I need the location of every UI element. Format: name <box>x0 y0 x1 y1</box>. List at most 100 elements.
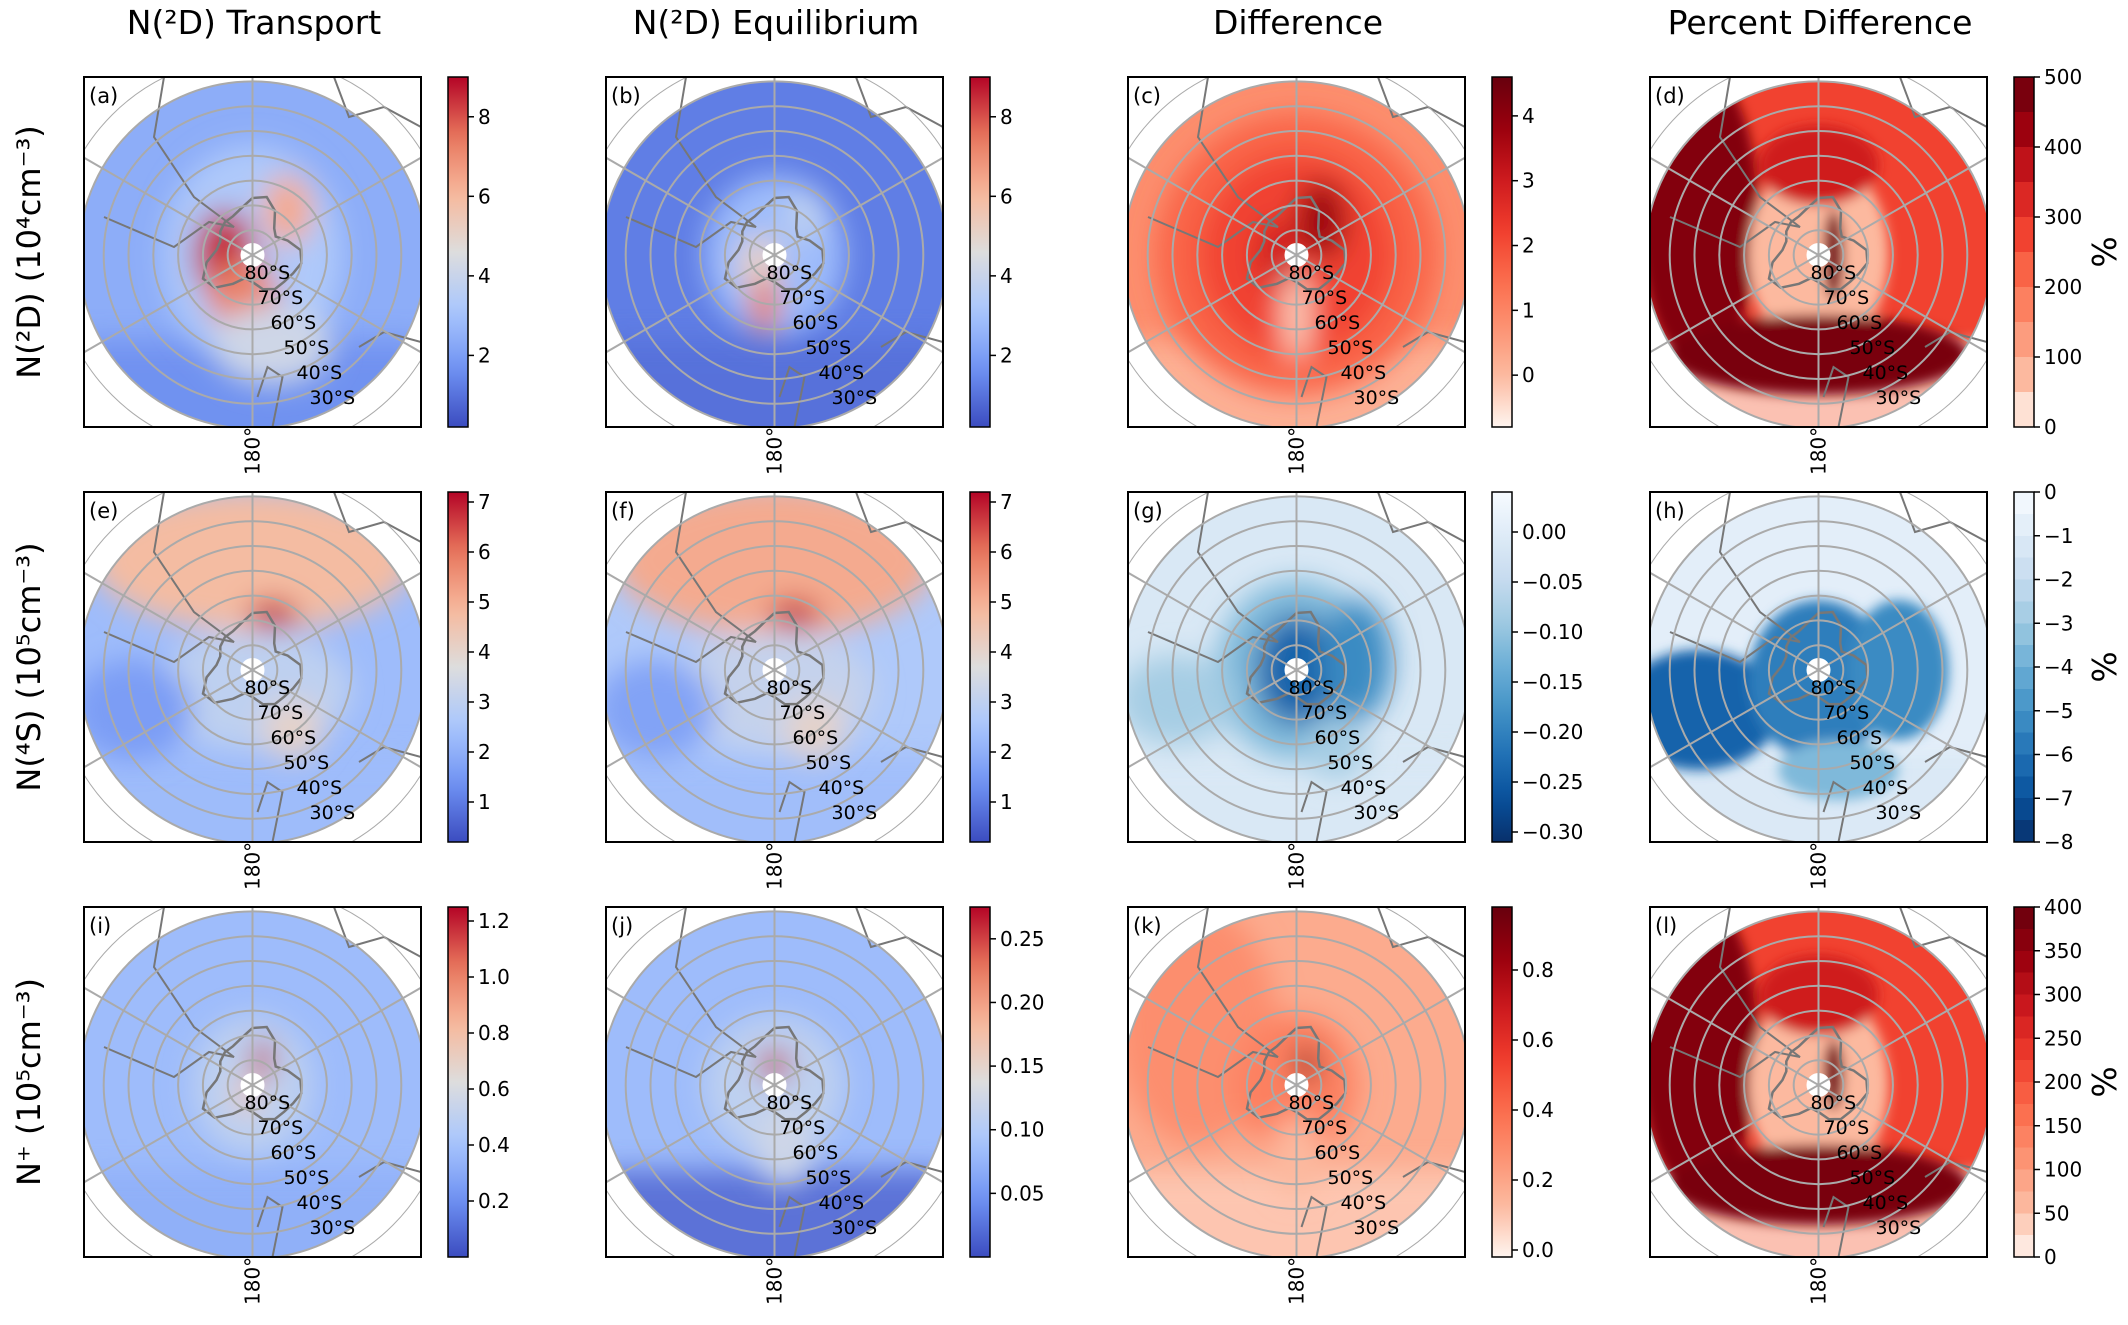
latitude-label: 70°S <box>1302 287 1348 309</box>
map-panel-j: 80°S 70°S 60°S 50°S 40°S 30°S (j) 180° 0.05 0.10 0… <box>605 906 1045 1305</box>
colorbar-tick-label: −5 <box>2044 699 2073 723</box>
field-feature <box>606 660 715 760</box>
south-america-coastline <box>103 907 235 1079</box>
colorbar-tick-label: 0.00 <box>1522 520 1567 544</box>
colorbar-tick-label: 0 <box>2044 415 2057 439</box>
latitude-label: 60°S <box>793 1142 839 1164</box>
latitude-label: 70°S <box>780 287 826 309</box>
latitude-label: 50°S <box>806 1167 852 1189</box>
colorbar-tick-label: 0.4 <box>1522 1098 1554 1122</box>
panel-label: (i) <box>89 914 111 938</box>
longitude-gridline <box>1650 986 1987 1184</box>
longitude-gridline <box>84 571 421 769</box>
longitude-gridline <box>84 986 421 1184</box>
latitude-label: 60°S <box>1315 727 1361 749</box>
latitude-label: 80°S <box>1289 1092 1335 1114</box>
colorbar-tick-label: 300 <box>2044 205 2082 229</box>
colorbar-tick-label: 0.2 <box>1522 1168 1554 1192</box>
south-america-coastline <box>103 492 235 664</box>
latitude-label: 70°S <box>1302 1117 1348 1139</box>
colorbar-tick-label: 6 <box>478 540 491 564</box>
field-feature <box>1823 1040 1844 1110</box>
latitude-label: 60°S <box>1837 1142 1883 1164</box>
longitude-gridline <box>606 571 943 769</box>
south-america-coastline <box>625 77 757 249</box>
colorbar-tick-label: 1.2 <box>478 909 510 933</box>
longitude-gridline <box>84 156 421 354</box>
latitude-label: 40°S <box>819 777 865 799</box>
map-area: 80°S 70°S 60°S 50°S 40°S 30°S <box>84 77 421 427</box>
map-area: 80°S 70°S 60°S 50°S 40°S 30°S <box>84 907 421 1257</box>
colorbar-tick-label: 7 <box>1000 490 1013 514</box>
field-feature <box>252 1040 273 1080</box>
africa-coastline <box>855 907 943 958</box>
map-panel-k: 80°S 70°S 60°S 50°S 40°S 30°S (k) 180° 0.0 0.2 0.4… <box>1127 906 1554 1305</box>
column-title-difference: Difference <box>1213 3 1383 42</box>
colorbar-tick-label: 8 <box>478 105 491 129</box>
latitude-label: 40°S <box>297 362 343 384</box>
colorbar-tick-label: 2 <box>1000 740 1013 764</box>
map-area: 80°S 70°S 60°S 50°S 40°S 30°S <box>1128 907 1465 1257</box>
latitude-label: 40°S <box>297 777 343 799</box>
latitude-label: 30°S <box>1354 387 1400 409</box>
latitude-label: 30°S <box>1876 387 1922 409</box>
latitude-label: 40°S <box>297 1192 343 1214</box>
latitude-label: 70°S <box>780 702 826 724</box>
colorbar-tick-label: 100 <box>2044 345 2082 369</box>
colorbar-unit-label: % <box>2085 1066 2124 1097</box>
latitude-label: 80°S <box>767 1092 813 1114</box>
latitude-label: 40°S <box>819 362 865 384</box>
colorbar-tick-label: 0.2 <box>478 1189 510 1213</box>
field-feature <box>84 660 193 760</box>
colorbar-tick-label: 7 <box>478 490 491 514</box>
latitude-label: 60°S <box>1837 312 1883 334</box>
latitude-label: 70°S <box>1824 702 1870 724</box>
colorbar-tick-label: 0.4 <box>478 1133 510 1157</box>
colorbar-tick-label: 1 <box>478 790 491 814</box>
latitude-label: 60°S <box>1837 727 1883 749</box>
map-frame <box>1649 76 1988 428</box>
latitude-label: 80°S <box>245 262 291 284</box>
colorbar-tick-label: 250 <box>2044 1026 2082 1050</box>
longitude-gridline <box>1650 571 1987 769</box>
longitude-label: 180° <box>241 1257 265 1305</box>
latitude-label: 40°S <box>1863 1192 1909 1214</box>
longitude-gridline <box>1128 571 1465 769</box>
panel-label: (g) <box>1133 499 1163 523</box>
colorbar <box>969 491 991 843</box>
colorbar-tick-label: 6 <box>1000 540 1013 564</box>
column-title-percent-difference: Percent Difference <box>1668 3 1973 42</box>
row-label-nplus: N⁺ (10⁵cm⁻³) <box>10 978 48 1186</box>
colorbar-tick-label: 4 <box>478 264 491 288</box>
map-area: 80°S 70°S 60°S 50°S 40°S 30°S <box>1128 492 1465 842</box>
latitude-label: 80°S <box>1811 677 1857 699</box>
latitude-label: 80°S <box>245 677 291 699</box>
colorbar-tick-label: −7 <box>2044 786 2073 810</box>
africa-coastline <box>1899 492 1987 543</box>
map-frame <box>605 76 944 428</box>
map-frame <box>83 76 422 428</box>
panel-label: (j) <box>611 914 633 938</box>
latitude-label: 30°S <box>1354 802 1400 824</box>
colorbar <box>2013 76 2035 428</box>
latitude-label: 80°S <box>767 262 813 284</box>
latitude-label: 50°S <box>284 337 330 359</box>
latitude-label: 40°S <box>1863 777 1909 799</box>
latitude-label: 80°S <box>245 1092 291 1114</box>
data-field <box>1650 496 1987 842</box>
latitude-label: 40°S <box>1341 1192 1387 1214</box>
colorbar-tick-label: 2 <box>478 343 491 367</box>
latitude-label: 30°S <box>832 387 878 409</box>
colorbar-tick-label: 200 <box>2044 275 2082 299</box>
field-feature <box>1321 600 1392 720</box>
latitude-label: 80°S <box>1811 1092 1857 1114</box>
latitude-label: 80°S <box>1289 677 1335 699</box>
longitude-label: 180° <box>241 842 265 890</box>
colorbar-tick-label: 0.6 <box>1522 1028 1554 1052</box>
colorbar-tick-label: 0 <box>1522 363 1535 387</box>
colorbar-tick-label: −3 <box>2044 611 2073 635</box>
map-panel-e: 80°S 70°S 60°S 50°S 40°S 30°S (e) 180° 1 2 3 4 5 6 7 <box>83 490 491 890</box>
latitude-label: 40°S <box>819 1192 865 1214</box>
latitude-label: 60°S <box>271 312 317 334</box>
colorbar-unit-label: % <box>2085 236 2124 267</box>
